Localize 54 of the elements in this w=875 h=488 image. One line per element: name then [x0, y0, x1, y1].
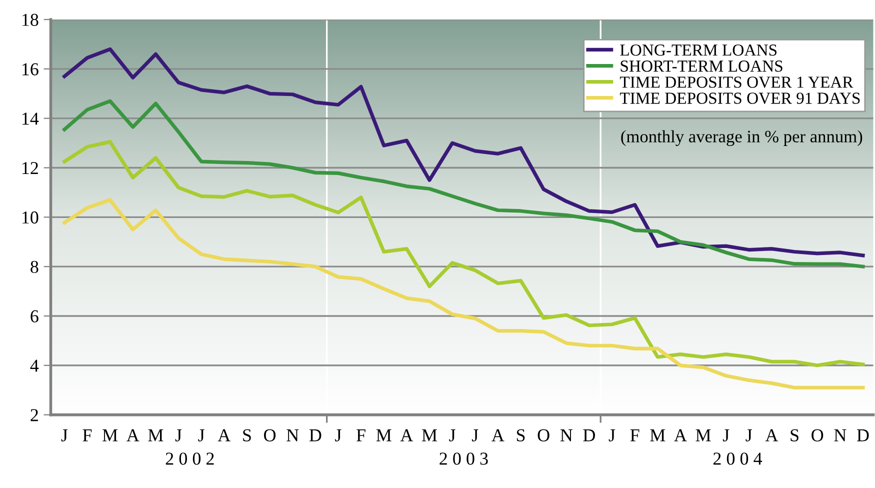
- text: 2 0 0 3: [440, 452, 488, 465]
- x-tick-label: A: [765, 429, 778, 442]
- x-tick-label: N: [286, 429, 299, 442]
- y-tick-label: 6: [30, 310, 38, 322]
- x-tick-label: M: [422, 429, 437, 442]
- x-tick-label: O: [812, 429, 824, 442]
- y-tick-label: 14: [22, 112, 39, 125]
- y-tick-label: 16: [22, 63, 38, 76]
- x-tick-label: J: [335, 429, 342, 442]
- x-tick-label: S: [790, 429, 798, 442]
- x-tick-label: S: [516, 429, 525, 442]
- legend-label: TIME DEPOSITS OVER 91 DAYS: [620, 92, 860, 104]
- x-tick-label: M: [148, 429, 164, 442]
- x-tick-label: A: [400, 429, 414, 442]
- x-tick-label: J: [449, 429, 456, 442]
- x-tick-label: A: [126, 429, 140, 442]
- x-tick-label: S: [243, 429, 251, 442]
- x-tick-label: M: [696, 429, 711, 442]
- x-tick-label: J: [472, 429, 478, 442]
- x-tick-label: J: [198, 429, 204, 442]
- x-tick-label: A: [674, 429, 687, 442]
- x-tick-label: J: [175, 429, 182, 442]
- annotation: (monthly average in % per annum): [621, 130, 862, 146]
- y-tick-label: 8: [30, 260, 38, 274]
- legend-label: LONG-TERM LOANS: [620, 44, 777, 56]
- x-tick-label: F: [82, 429, 92, 442]
- x-tick-label: M: [102, 429, 118, 442]
- x-tick-label: J: [746, 429, 752, 442]
- x-tick-label: J: [722, 429, 730, 442]
- y-tick-label: 4: [30, 360, 39, 372]
- x-tick-label: N: [834, 429, 846, 442]
- x-tick-label: N: [560, 429, 572, 442]
- y-tick-label: 18: [22, 14, 38, 26]
- legend-label: SHORT-TERM LOANS: [620, 60, 782, 72]
- x-tick-label: D: [856, 429, 869, 442]
- x-tick-label: O: [264, 429, 276, 442]
- line-series: [62, 198, 865, 390]
- x-tick-label: M: [650, 429, 666, 442]
- x-tick-label: A: [492, 429, 504, 442]
- x-tick-label: F: [356, 429, 366, 442]
- y-tick-label: 2: [30, 409, 38, 422]
- x-tick-label: J: [608, 429, 616, 442]
- x-tick-label: O: [538, 429, 550, 442]
- x-tick-label: J: [61, 429, 68, 442]
- x-tick-label: D: [583, 429, 595, 442]
- legend-label: TIME DEPOSITS OVER 1 YEAR: [620, 76, 854, 88]
- x-tick-label: M: [376, 429, 392, 442]
- y-tick-label: 10: [22, 211, 38, 224]
- text: 2 0 0 4: [713, 452, 762, 465]
- x-tick-label: D: [309, 429, 322, 442]
- x-tick-label: A: [218, 429, 231, 442]
- y-tick-label: 12: [22, 162, 38, 174]
- text: 2 0 0 2: [166, 452, 214, 465]
- x-tick-label: F: [630, 429, 640, 442]
